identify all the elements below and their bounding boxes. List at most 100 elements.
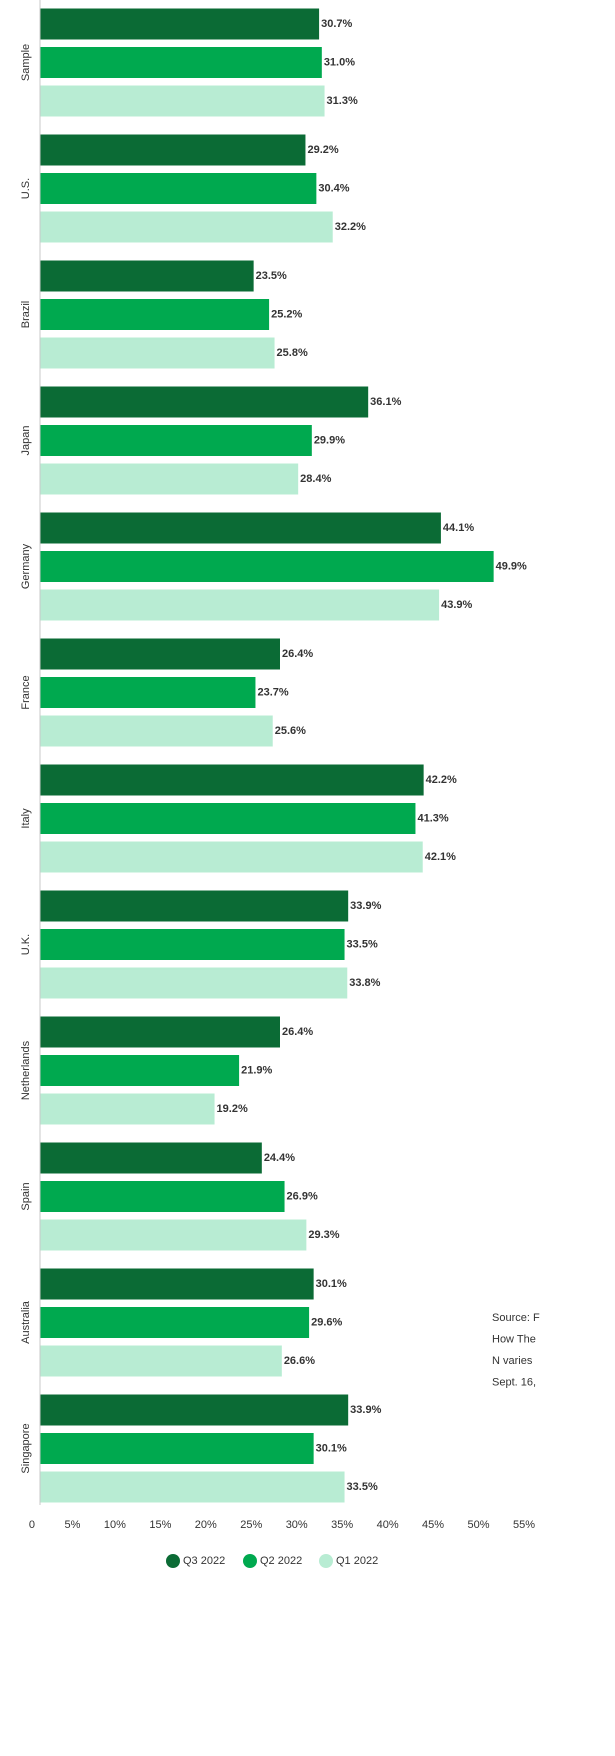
bar — [40, 803, 416, 834]
x-tick-label: 35% — [331, 1519, 353, 1531]
category-label: U.S. — [20, 178, 32, 199]
category-label: Spain — [20, 1182, 32, 1210]
value-label: 42.1% — [425, 851, 456, 863]
source-note: Sept. 16, — [492, 1376, 536, 1388]
bar — [40, 1181, 285, 1212]
value-label: 29.6% — [311, 1316, 342, 1328]
value-label: 36.1% — [370, 396, 401, 408]
category-label: Italy — [20, 808, 32, 829]
legend-label: Q3 2022 — [183, 1555, 225, 1567]
bar — [40, 337, 275, 369]
value-label: 26.9% — [287, 1190, 318, 1202]
bar — [40, 764, 424, 796]
bar — [40, 386, 369, 418]
category-label: Singapore — [20, 1423, 32, 1473]
bar — [40, 299, 270, 330]
x-tick-label: 50% — [468, 1519, 490, 1531]
legend-marker — [166, 1554, 180, 1568]
value-label: 19.2% — [217, 1103, 248, 1115]
bar — [40, 1268, 314, 1300]
value-label: 29.3% — [308, 1229, 339, 1241]
x-tick-label: 30% — [286, 1519, 308, 1531]
category-label: Germany — [20, 543, 32, 589]
value-label: 26.4% — [282, 1026, 313, 1038]
legend-label: Q1 2022 — [336, 1555, 378, 1567]
value-label: 44.1% — [443, 522, 474, 534]
value-label: 23.5% — [256, 270, 287, 282]
bar — [40, 715, 273, 747]
bar — [40, 1394, 349, 1426]
category-label: Netherlands — [20, 1040, 32, 1100]
bar — [40, 1433, 314, 1464]
value-label: 41.3% — [417, 812, 448, 824]
bar — [40, 512, 441, 544]
legend-label: Q2 2022 — [260, 1555, 302, 1567]
value-label: 26.4% — [282, 648, 313, 660]
value-label: 26.6% — [284, 1355, 315, 1367]
bar — [40, 47, 322, 78]
bar — [40, 677, 256, 708]
category-label: U.K. — [20, 934, 32, 955]
x-tick-label: 20% — [195, 1519, 217, 1531]
x-tick-label: 25% — [240, 1519, 262, 1531]
x-tick-label: 55% — [513, 1519, 535, 1531]
value-label: 23.7% — [257, 686, 288, 698]
bar — [40, 1055, 240, 1086]
source-note: N varies — [492, 1355, 533, 1367]
bar — [40, 260, 254, 292]
bar — [40, 463, 299, 495]
category-label: Brazil — [20, 301, 32, 329]
bar — [40, 1345, 282, 1377]
value-label: 29.9% — [314, 434, 345, 446]
x-tick-label: 0 — [29, 1519, 35, 1531]
category-label: France — [20, 675, 32, 709]
bar — [40, 1142, 262, 1174]
bar — [40, 551, 494, 582]
value-label: 31.3% — [327, 95, 358, 107]
bar — [40, 841, 423, 873]
category-label: Australia — [20, 1300, 32, 1344]
bar — [40, 638, 280, 670]
bar — [40, 1093, 215, 1125]
bar — [40, 929, 345, 960]
value-label: 42.2% — [426, 774, 457, 786]
bar — [40, 173, 317, 204]
legend-marker — [243, 1554, 257, 1568]
source-note: How The — [492, 1333, 536, 1345]
bar — [40, 890, 349, 922]
value-label: 28.4% — [300, 473, 331, 485]
bar — [40, 425, 312, 456]
value-label: 49.9% — [496, 560, 527, 572]
x-tick-label: 40% — [377, 1519, 399, 1531]
value-label: 29.2% — [307, 144, 338, 156]
bar — [40, 1016, 280, 1048]
value-label: 30.1% — [316, 1278, 347, 1290]
value-label: 31.0% — [324, 56, 355, 68]
category-label: Sample — [20, 44, 32, 81]
value-label: 30.4% — [318, 182, 349, 194]
value-label: 25.6% — [275, 725, 306, 737]
value-label: 43.9% — [441, 599, 472, 611]
legend-marker — [319, 1554, 333, 1568]
value-label: 33.5% — [347, 1481, 378, 1493]
bar — [40, 85, 325, 117]
value-label: 25.8% — [277, 347, 308, 359]
value-label: 24.4% — [264, 1152, 295, 1164]
value-label: 33.9% — [350, 1404, 381, 1416]
value-label: 25.2% — [271, 308, 302, 320]
bar — [40, 211, 333, 243]
value-label: 30.1% — [316, 1442, 347, 1454]
value-label: 30.7% — [321, 18, 352, 30]
value-label: 33.5% — [347, 938, 378, 950]
category-label: Japan — [20, 426, 32, 456]
bar — [40, 8, 320, 40]
x-tick-label: 5% — [65, 1519, 81, 1531]
bar — [40, 1471, 345, 1503]
value-label: 33.9% — [350, 900, 381, 912]
bar — [40, 967, 348, 999]
x-tick-label: 45% — [422, 1519, 444, 1531]
source-note: Source: F — [492, 1312, 540, 1324]
x-tick-label: 10% — [104, 1519, 126, 1531]
bar — [40, 1307, 310, 1338]
